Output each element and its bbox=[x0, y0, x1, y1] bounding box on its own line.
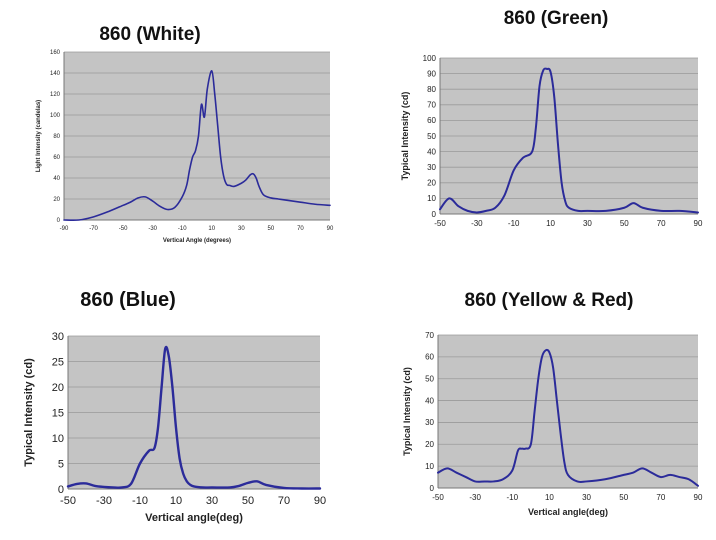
x-tick-label: 30 bbox=[583, 219, 592, 228]
x-tick-label: 50 bbox=[619, 493, 628, 502]
x-tick-label: 10 bbox=[545, 493, 554, 502]
y-tick-label: 0 bbox=[432, 210, 437, 219]
y-tick-label: 10 bbox=[52, 433, 64, 445]
y-tick-label: 40 bbox=[427, 147, 436, 156]
chart-yellow-red: 860 (Yellow & Red) 0 10 20 30 40 50 60 70 -50 -30 -… bbox=[402, 290, 703, 517]
x-tick-label: -30 bbox=[148, 226, 157, 232]
y-tick-label: 30 bbox=[427, 163, 436, 172]
y-tick-label: 0 bbox=[57, 218, 61, 224]
x-tick-label: -10 bbox=[507, 493, 519, 502]
x-tick-label: -10 bbox=[132, 495, 148, 507]
y-tick-label: 20 bbox=[53, 197, 60, 203]
y-tick-label: 5 bbox=[58, 458, 64, 470]
y-tick-label: 10 bbox=[427, 194, 436, 203]
y-tick-label: 80 bbox=[427, 85, 436, 94]
x-tick-label: 10 bbox=[208, 226, 215, 232]
x-tick-label: -10 bbox=[508, 219, 520, 228]
y-tick-label: 15 bbox=[52, 407, 64, 419]
y-tick-label: 70 bbox=[427, 101, 436, 110]
plot-area bbox=[438, 335, 698, 488]
x-tick-label: 50 bbox=[242, 495, 254, 507]
y-tick-label: 20 bbox=[427, 179, 436, 188]
y-tick-label: 20 bbox=[425, 440, 434, 449]
chart-blue-panel: 860 (Blue) 0 5 10 15 20 25 30 -50 -30 -10 10 30 50 70 9… bbox=[0, 270, 360, 540]
y-tick-label: 50 bbox=[425, 375, 434, 384]
y-tick-label: 60 bbox=[53, 155, 60, 161]
y-axis-label: Typical Intensity (cd) bbox=[23, 358, 35, 467]
y-tick-label: 60 bbox=[425, 353, 434, 362]
chart-white: 860 (White) 0 20 40 60 80 100 120 140 160 -90 -70 -5… bbox=[36, 24, 334, 244]
chart-blue: 860 (Blue) 0 5 10 15 20 25 30 -50 -30 -10 10 30 50 70 9… bbox=[23, 289, 326, 524]
x-tick-label: 50 bbox=[268, 226, 275, 232]
chart-green-panel: 860 (Green) 0 10 20 30 40 50 60 70 80 90 100 -50 -30 -… bbox=[380, 0, 716, 262]
series-line bbox=[439, 67, 699, 214]
y-tick-label: 100 bbox=[50, 113, 61, 119]
y-tick-label: 0 bbox=[430, 484, 435, 493]
chart-title: 860 (Blue) bbox=[80, 289, 176, 311]
x-tick-label: -50 bbox=[434, 219, 446, 228]
x-tick-label: 90 bbox=[327, 226, 334, 232]
x-tick-label: -50 bbox=[119, 226, 128, 232]
y-axis-label: Typical Intensity (cd) bbox=[400, 92, 410, 181]
x-tick-label: 50 bbox=[620, 219, 629, 228]
y-tick-label: 40 bbox=[425, 396, 434, 405]
chart-title: 860 (Green) bbox=[504, 8, 609, 29]
x-tick-label: -30 bbox=[471, 219, 483, 228]
x-tick-label: 30 bbox=[582, 493, 591, 502]
y-tick-label: 40 bbox=[53, 176, 60, 182]
x-tick-label: 70 bbox=[297, 226, 304, 232]
x-tick-label: 90 bbox=[694, 493, 703, 502]
x-tick-label: -30 bbox=[96, 495, 112, 507]
y-tick-label: 80 bbox=[53, 134, 60, 140]
x-tick-label: -50 bbox=[60, 495, 76, 507]
y-tick-label: 160 bbox=[50, 50, 61, 56]
x-tick-label: 70 bbox=[278, 495, 290, 507]
y-tick-label: 50 bbox=[427, 132, 436, 141]
y-axis-label: Typical Intensity (cd) bbox=[402, 367, 412, 456]
series-line bbox=[66, 345, 322, 490]
x-axis-label: Vertical angle(deg) bbox=[528, 507, 608, 517]
y-tick-label: 120 bbox=[50, 92, 61, 98]
x-tick-label: -90 bbox=[60, 226, 69, 232]
x-axis-label: Vertical Angle (degrees) bbox=[163, 238, 231, 244]
y-tick-label: 25 bbox=[52, 356, 64, 368]
x-tick-label: 10 bbox=[546, 219, 555, 228]
x-tick-label: -30 bbox=[469, 493, 481, 502]
x-tick-label: 70 bbox=[657, 219, 666, 228]
series-line bbox=[63, 70, 331, 222]
y-tick-label: 30 bbox=[52, 331, 64, 343]
y-tick-label: 90 bbox=[427, 69, 436, 78]
series-line bbox=[437, 348, 699, 487]
chart-white-panel: 860 (White) 0 20 40 60 80 100 120 140 160 -90 -70 -5… bbox=[0, 0, 345, 262]
chart-title: 860 (Yellow & Red) bbox=[465, 290, 634, 311]
x-tick-label: -50 bbox=[432, 493, 444, 502]
x-tick-label: 30 bbox=[238, 226, 245, 232]
chart-yellow-red-panel: 860 (Yellow & Red) 0 10 20 30 40 50 60 70 -50 -30 -… bbox=[380, 270, 716, 540]
chart-green: 860 (Green) 0 10 20 30 40 50 60 70 80 90 100 -50 -30 -… bbox=[400, 8, 703, 228]
y-tick-label: 70 bbox=[425, 331, 434, 340]
y-tick-label: 10 bbox=[425, 462, 434, 471]
x-tick-label: 10 bbox=[170, 495, 182, 507]
x-tick-label: -70 bbox=[89, 226, 98, 232]
x-tick-label: -10 bbox=[178, 226, 187, 232]
y-tick-label: 0 bbox=[58, 484, 64, 496]
x-tick-label: 30 bbox=[206, 495, 218, 507]
x-tick-label: 90 bbox=[314, 495, 326, 507]
y-axis-label: Light Intensity (candelas) bbox=[36, 100, 42, 172]
y-tick-label: 100 bbox=[423, 54, 437, 63]
chart-title: 860 (White) bbox=[99, 24, 200, 45]
x-axis-label: Vertical angle(deg) bbox=[145, 512, 243, 524]
y-tick-label: 60 bbox=[427, 116, 436, 125]
x-tick-label: 70 bbox=[656, 493, 665, 502]
y-tick-label: 30 bbox=[425, 418, 434, 427]
x-tick-label: 90 bbox=[694, 219, 703, 228]
y-tick-label: 140 bbox=[50, 71, 61, 77]
y-tick-label: 20 bbox=[52, 382, 64, 394]
